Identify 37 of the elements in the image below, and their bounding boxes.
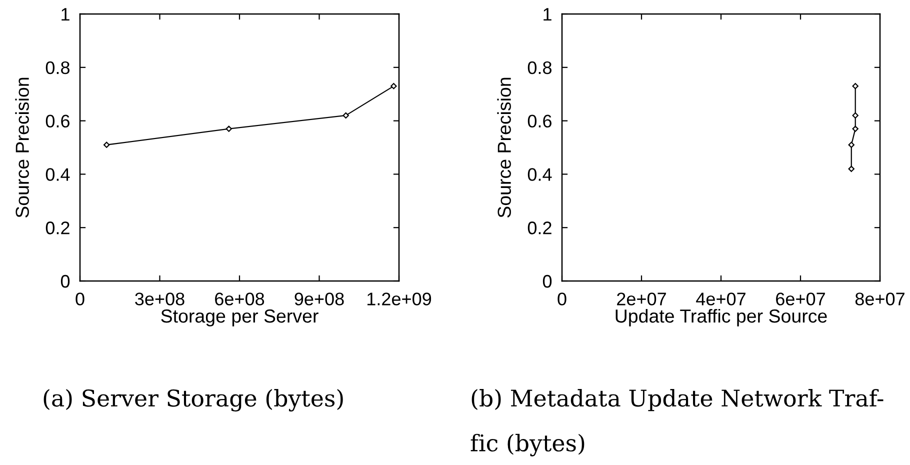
x-axis-title: Update Traffic per Source bbox=[616, 308, 827, 326]
point bbox=[848, 166, 854, 172]
point bbox=[103, 142, 110, 148]
y-tick-label: 0 bbox=[60, 274, 70, 288]
x-tick-label: 4e+07 bbox=[696, 292, 746, 306]
y-tick-label: 0.8 bbox=[46, 61, 70, 74]
y-tick-label: 0.2 bbox=[528, 222, 552, 234]
x-tick-label: 1.2e+09 bbox=[367, 292, 432, 306]
x-tick-label: 6e+07 bbox=[776, 292, 825, 306]
point bbox=[390, 82, 397, 90]
y-tick-label: 0.6 bbox=[46, 114, 70, 128]
text: (a) Server Storage (bytes) bbox=[44, 389, 343, 412]
y-tick-label: 0.8 bbox=[528, 61, 552, 74]
x-tick-label: 8e+07 bbox=[855, 292, 904, 306]
y-tick-label: 0 bbox=[542, 274, 552, 288]
point bbox=[848, 142, 854, 148]
y-axis-title: Source Precision bbox=[497, 78, 511, 218]
x-axis-title: Storage per Server bbox=[161, 309, 318, 326]
x-tick-label: 6e+08 bbox=[215, 292, 264, 306]
y-tick-label: 1 bbox=[62, 8, 70, 21]
y-tick-label: 0.4 bbox=[46, 168, 70, 181]
y-tick-label: 1 bbox=[544, 8, 552, 21]
x-tick-label: 9e+08 bbox=[294, 292, 344, 306]
point bbox=[852, 112, 858, 119]
x-tick-label: 3e+08 bbox=[135, 292, 184, 306]
y-tick-label: 0.2 bbox=[46, 222, 70, 234]
y-axis-title: Source Precision bbox=[15, 78, 29, 218]
y-tick-label: 0.6 bbox=[528, 114, 552, 128]
x-tick-label: 0 bbox=[558, 292, 566, 306]
point bbox=[852, 126, 858, 132]
text: (b) Metadata Update Network Traf- fic (bytes) bbox=[470, 389, 884, 456]
point bbox=[852, 82, 858, 90]
x-tick-label: 2e+07 bbox=[617, 292, 666, 306]
point bbox=[226, 126, 232, 132]
point bbox=[342, 112, 349, 119]
y-tick-label: 0.4 bbox=[528, 168, 552, 181]
x-tick-label: 0 bbox=[76, 292, 84, 306]
